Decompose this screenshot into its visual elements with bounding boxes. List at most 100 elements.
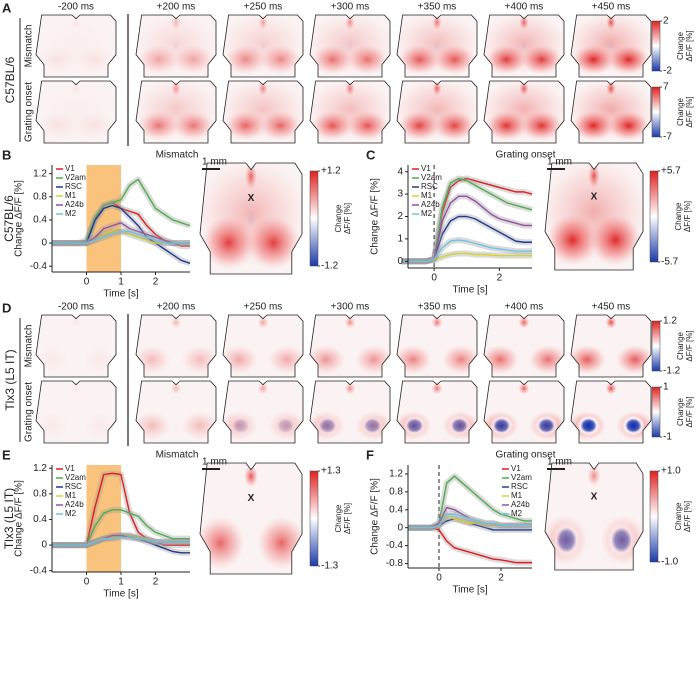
colorbar — [649, 170, 659, 263]
colorbar-tick-label: -7 — [663, 132, 672, 143]
legend-label: RSC — [421, 182, 438, 191]
legend-label: V1 — [65, 464, 75, 473]
colorbar — [309, 470, 319, 567]
colorbar-title: ΔF/F [%] — [343, 503, 352, 534]
activity-blob — [245, 207, 257, 230]
legend-label: RSC — [65, 182, 82, 191]
map-outline — [136, 315, 216, 377]
series-line — [52, 230, 190, 244]
activity-blob — [200, 516, 245, 570]
map-outline — [136, 15, 216, 77]
panel-letter: D — [2, 300, 11, 315]
region-marker: X — [248, 493, 255, 504]
x-tick-label: 1 — [118, 277, 124, 288]
colorbar-title: Change — [334, 504, 343, 533]
x-tick-label: 0 — [84, 277, 90, 288]
cortex-map — [136, 15, 216, 77]
legend-label: V1 — [511, 464, 521, 473]
cortex-map — [484, 15, 564, 77]
cortex-map — [397, 15, 477, 77]
cortex-map — [223, 15, 303, 77]
activity-blob — [257, 316, 269, 329]
map-outline — [545, 163, 643, 270]
region-marker: X — [591, 492, 598, 503]
row-label: Grating onset — [24, 82, 35, 142]
activity-blob — [70, 382, 82, 395]
map-outline — [545, 463, 643, 570]
y-axis-label: Change ΔF/F [%] — [370, 178, 381, 255]
activity-blob — [171, 81, 181, 96]
legend-label: V2am — [65, 473, 86, 482]
activity-blob — [345, 81, 355, 96]
activity-blob — [136, 410, 172, 441]
panel-letter: A — [2, 0, 12, 15]
activity-blob — [257, 516, 302, 570]
colorbar-title: ΔF/F [%] — [685, 30, 694, 61]
time-label: +450 ms — [592, 302, 631, 313]
activity-blob — [224, 110, 267, 141]
activity-blob — [520, 39, 528, 53]
y-tick-label: 2 — [397, 211, 403, 222]
y-axis-label: Change ΔF/F [%] — [370, 478, 381, 555]
x-tick-label: 0 — [431, 273, 437, 284]
activity-blob — [489, 415, 514, 437]
activity-blob — [345, 15, 355, 30]
legend-label: M2 — [511, 509, 523, 518]
activity-blob — [257, 382, 269, 395]
cortex-map — [136, 81, 216, 143]
activity-blob — [431, 382, 443, 395]
colorbar — [309, 170, 319, 267]
legend-label: M2 — [65, 509, 77, 518]
map-outline — [310, 81, 390, 143]
map-outline — [397, 315, 477, 377]
map-outline — [571, 15, 651, 77]
legend-label: A24b — [65, 200, 84, 209]
colorbar-title: Change — [676, 97, 685, 126]
colorbar-tick-label: -2 — [663, 66, 672, 77]
activity-blob — [344, 316, 356, 329]
time-label: -200 ms — [58, 302, 94, 313]
panel-letter: C — [366, 147, 376, 162]
legend-label: M2 — [421, 209, 433, 218]
cortex-map — [36, 381, 116, 443]
time-label: +200 ms — [157, 2, 196, 13]
activity-blob — [551, 521, 582, 559]
activity-blob — [484, 344, 520, 375]
colorbar-title: ΔF/F [%] — [685, 396, 694, 427]
cortex-map — [200, 163, 302, 274]
x-tick-label: 2 — [497, 273, 503, 284]
legend-label: A24b — [511, 500, 530, 509]
series-line — [52, 536, 190, 546]
activity-blob — [534, 415, 559, 437]
activity-blob — [528, 344, 564, 375]
activity-blob — [37, 44, 80, 75]
activity-blob — [433, 39, 441, 53]
activity-blob — [228, 415, 253, 437]
colorbar-title: Change — [676, 31, 685, 60]
map-outline — [36, 15, 116, 77]
activity-blob — [485, 110, 528, 141]
y-tick-label: 0.8 — [389, 487, 403, 498]
panel-letter: F — [366, 447, 374, 462]
cortex-map — [571, 15, 651, 77]
map-outline — [36, 315, 116, 377]
map-outline — [484, 15, 564, 77]
cortex-map — [545, 463, 643, 570]
cortex-map — [310, 81, 390, 143]
time-label: +350 ms — [418, 2, 457, 13]
activity-blob — [571, 344, 607, 375]
time-label: +300 ms — [331, 302, 370, 313]
panel-letter: B — [2, 147, 11, 162]
map-outline — [571, 381, 651, 443]
activity-blob — [520, 44, 563, 75]
legend-label: M2 — [65, 209, 77, 218]
activity-blob — [243, 465, 259, 488]
colorbar — [651, 386, 661, 438]
activity-blob — [71, 81, 81, 96]
colorbar-title: ΔF/F [%] — [683, 501, 692, 532]
activity-blob — [587, 465, 601, 487]
map-outline — [397, 81, 477, 143]
activity-blob — [433, 110, 476, 141]
activity-blob — [259, 44, 302, 75]
region-marker: X — [248, 193, 255, 204]
